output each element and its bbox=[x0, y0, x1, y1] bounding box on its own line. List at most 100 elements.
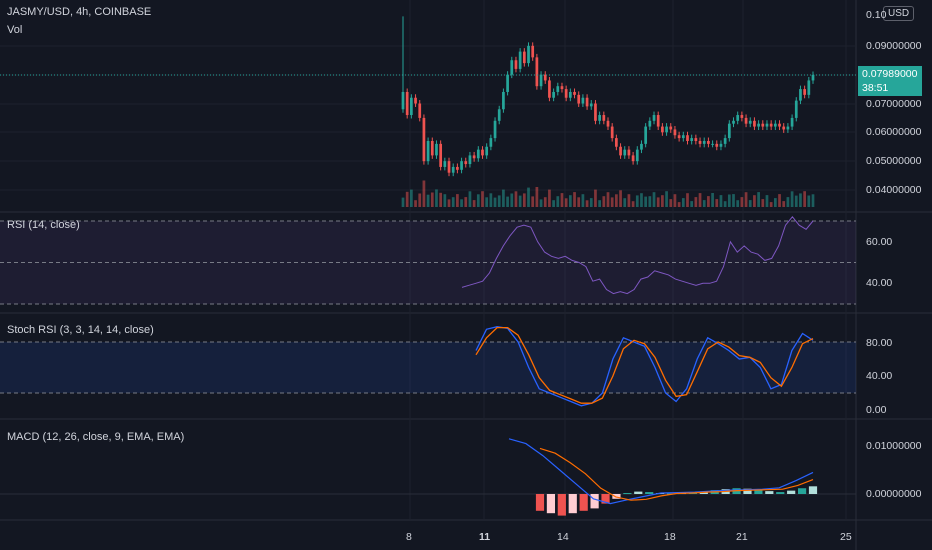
stoch-tick-40: 40.00 bbox=[866, 370, 893, 382]
candle-body bbox=[410, 97, 413, 116]
volume-bar bbox=[665, 191, 668, 207]
volume-bar bbox=[656, 197, 660, 207]
candle-body bbox=[585, 97, 589, 107]
volume-bar bbox=[681, 198, 685, 207]
volume-bar bbox=[497, 195, 501, 207]
price-tick-top: 0.10 bbox=[866, 9, 887, 21]
macd-histogram-bar bbox=[776, 492, 785, 494]
rsi-title[interactable]: RSI (14, close) bbox=[7, 219, 80, 231]
volume-bar bbox=[702, 200, 706, 207]
price-tick: 0.06000000 bbox=[866, 126, 922, 138]
volume-bar bbox=[778, 194, 781, 207]
candle-body bbox=[635, 149, 639, 162]
candle-body bbox=[661, 126, 664, 133]
volume-bar bbox=[652, 192, 656, 207]
rsi-tick-60: 60.00 bbox=[866, 236, 893, 248]
candle-body bbox=[623, 149, 627, 156]
candle-body bbox=[564, 89, 568, 98]
candle-body bbox=[518, 51, 522, 69]
candle-body bbox=[577, 94, 581, 104]
volume-bar bbox=[447, 199, 451, 207]
price-tick: 0.04000000 bbox=[866, 184, 922, 196]
volume-bar bbox=[782, 201, 786, 207]
volume-bar bbox=[615, 194, 618, 207]
candle-body bbox=[707, 140, 710, 144]
candle-body bbox=[414, 97, 417, 104]
macd-line bbox=[508, 438, 814, 505]
macd-histogram-bar bbox=[754, 489, 763, 494]
volume-bar bbox=[631, 201, 635, 207]
stoch-d-line bbox=[475, 326, 814, 404]
candle-body bbox=[698, 140, 702, 144]
candle-body bbox=[502, 91, 505, 110]
candle-body bbox=[652, 115, 656, 121]
candle-body bbox=[711, 143, 714, 145]
volume-bar bbox=[435, 189, 438, 207]
volume-bar bbox=[761, 199, 765, 207]
currency-badge[interactable]: USD bbox=[883, 6, 915, 21]
volume-bar bbox=[514, 191, 518, 207]
macd-tick-001: 0.01000000 bbox=[866, 440, 922, 452]
volume-bar bbox=[690, 201, 694, 207]
volume-label[interactable]: Vol bbox=[7, 24, 23, 36]
candle-body bbox=[598, 115, 601, 121]
candle-body bbox=[506, 74, 509, 92]
candle-body bbox=[535, 57, 539, 87]
candle-body bbox=[514, 60, 518, 69]
candle-body bbox=[435, 143, 438, 156]
candle-body bbox=[581, 97, 585, 104]
macd-histogram-bar bbox=[808, 486, 818, 494]
symbol-title[interactable]: JASMY/USD, 4h, COINBASE bbox=[7, 6, 152, 18]
price-tick: 0.09000000 bbox=[866, 40, 922, 52]
time-tick-21: 21 bbox=[736, 531, 748, 543]
candle-body bbox=[673, 129, 677, 136]
candle-body bbox=[740, 115, 744, 118]
candle-body bbox=[769, 123, 773, 127]
candle-body bbox=[589, 103, 593, 107]
candle-body bbox=[606, 120, 610, 127]
candle-body bbox=[510, 60, 514, 75]
volume-bar bbox=[543, 197, 547, 207]
macd-title[interactable]: MACD (12, 26, close, 9, EMA, EMA) bbox=[7, 431, 185, 443]
candle-body bbox=[594, 103, 597, 121]
volume-bar bbox=[401, 197, 405, 207]
candle-body bbox=[794, 100, 798, 118]
candle-body bbox=[748, 120, 752, 124]
volume-bar bbox=[786, 197, 790, 207]
price-tick: 0.07000000 bbox=[866, 98, 922, 110]
macd-histogram-bar bbox=[787, 490, 796, 494]
candle-body bbox=[811, 74, 815, 81]
stoch-rsi-title[interactable]: Stoch RSI (3, 3, 14, 14, close) bbox=[7, 324, 154, 336]
current-price-tag: 0.07989000 38:51 bbox=[858, 66, 922, 96]
volume-bar bbox=[451, 197, 455, 207]
volume-bar bbox=[426, 194, 430, 207]
volume-bar bbox=[460, 199, 463, 207]
candle-body bbox=[552, 91, 555, 98]
volume-bar bbox=[405, 191, 409, 207]
rsi-line bbox=[461, 216, 814, 295]
volume-bar bbox=[673, 194, 677, 207]
candle-body bbox=[539, 74, 543, 87]
volume-bar bbox=[677, 202, 681, 207]
candle-body bbox=[727, 123, 731, 139]
macd-histogram-bar bbox=[535, 494, 545, 511]
candle-body bbox=[468, 155, 472, 165]
bar-countdown: 38:51 bbox=[862, 82, 889, 94]
time-tick-14: 14 bbox=[557, 531, 569, 543]
candle-body bbox=[702, 140, 706, 144]
signal-line bbox=[539, 447, 814, 501]
volume-bar bbox=[568, 195, 572, 207]
candle-body bbox=[665, 126, 668, 133]
candle-body bbox=[807, 80, 811, 95]
macd-histogram-bar bbox=[579, 494, 588, 511]
volume-bar bbox=[472, 200, 476, 207]
volume-bar bbox=[719, 195, 723, 207]
volume-bar bbox=[481, 191, 484, 207]
candle-body bbox=[527, 45, 530, 64]
candle-body bbox=[522, 51, 526, 64]
macd-histogram-bar bbox=[623, 493, 632, 495]
volume-bar bbox=[418, 193, 422, 207]
candle-body bbox=[790, 117, 794, 127]
candle-body bbox=[543, 74, 547, 81]
